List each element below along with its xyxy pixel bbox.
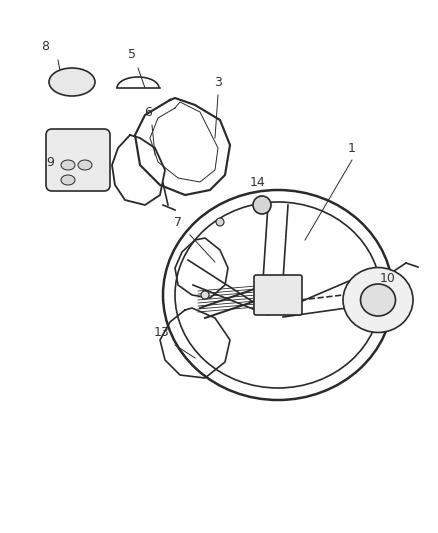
Ellipse shape — [216, 218, 224, 226]
Ellipse shape — [253, 196, 271, 214]
Text: 13: 13 — [154, 326, 170, 338]
Ellipse shape — [49, 68, 95, 96]
FancyBboxPatch shape — [254, 275, 302, 315]
FancyBboxPatch shape — [46, 129, 110, 191]
Text: 6: 6 — [144, 106, 152, 118]
Text: 14: 14 — [250, 175, 266, 189]
Ellipse shape — [61, 160, 75, 170]
Ellipse shape — [343, 268, 413, 333]
Text: 8: 8 — [41, 39, 49, 52]
Text: 5: 5 — [128, 49, 136, 61]
Text: 7: 7 — [174, 215, 182, 229]
Ellipse shape — [78, 160, 92, 170]
Ellipse shape — [61, 175, 75, 185]
Ellipse shape — [360, 284, 396, 316]
Text: 10: 10 — [380, 271, 396, 285]
Text: 9: 9 — [46, 156, 54, 168]
Text: 3: 3 — [214, 76, 222, 88]
Ellipse shape — [201, 291, 209, 299]
Text: 1: 1 — [348, 141, 356, 155]
